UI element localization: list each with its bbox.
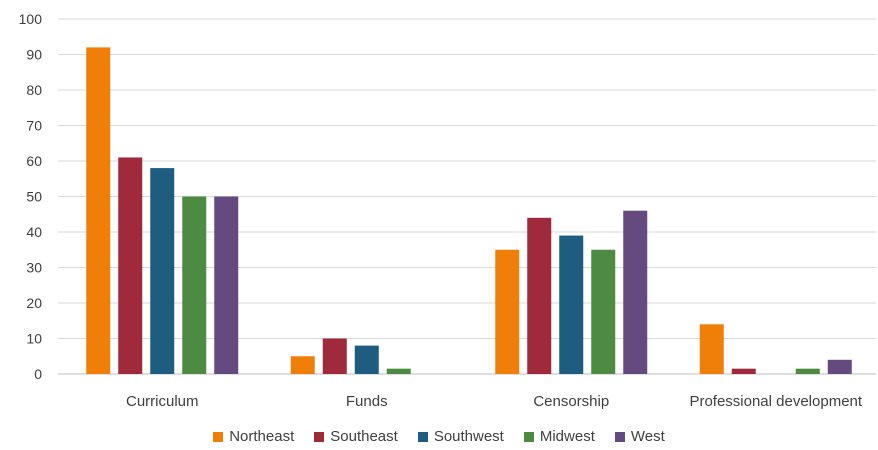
bar-southeast-professional-development	[731, 368, 756, 374]
category-label: Censorship	[533, 393, 609, 410]
legend-label: West	[630, 428, 665, 445]
y-tick-label: 50	[26, 189, 42, 205]
bar-southeast-curriculum	[118, 157, 143, 374]
bar-southwest-funds	[354, 345, 379, 374]
bar-chart: 0 10 20 30 40 50 60 70 80 90 100 Curriculum Funds Ce…	[19, 11, 876, 410]
bar-midwest-censorship	[591, 249, 616, 374]
legend-item: Northeast	[213, 428, 294, 445]
legend-item: West	[614, 428, 665, 445]
y-tick-label: 30	[26, 260, 42, 276]
legend-swatch	[417, 431, 428, 442]
y-tick-label: 90	[26, 47, 42, 63]
category-label: Funds	[346, 393, 388, 410]
bar-southwest-censorship	[559, 235, 584, 374]
y-tick-label: 100	[19, 11, 43, 27]
bar-midwest-professional-development	[795, 368, 820, 374]
bar-northeast-funds	[290, 356, 315, 374]
y-tick-label: 70	[26, 118, 42, 134]
legend-item: Midwest	[523, 428, 595, 445]
legend-swatch	[314, 431, 325, 442]
legend-label: Northeast	[229, 428, 295, 445]
y-tick-label: 20	[26, 295, 42, 311]
gridlines	[58, 18, 876, 375]
legend-swatch	[213, 431, 224, 442]
legend-swatch	[523, 431, 534, 442]
x-axis-category-labels: Curriculum Funds Censorship Professional de…	[126, 393, 863, 410]
y-tick-label: 60	[26, 153, 42, 169]
legend-label: Midwest	[539, 428, 595, 445]
bar-midwest-curriculum	[182, 196, 207, 374]
bar-midwest-funds	[386, 368, 411, 374]
bar-west-professional-development	[827, 359, 852, 374]
bar-southeast-censorship	[527, 217, 552, 374]
bar-northeast-curriculum	[86, 47, 111, 375]
bars	[86, 47, 852, 375]
bar-southwest-curriculum	[150, 168, 175, 374]
category-label: Curriculum	[126, 393, 199, 410]
y-tick-label: 0	[34, 366, 42, 382]
legend-item: Southwest	[417, 428, 504, 445]
y-tick-label: 80	[26, 82, 42, 98]
y-tick-label: 40	[26, 224, 42, 240]
bar-southeast-funds	[322, 338, 347, 374]
bar-west-censorship	[623, 210, 648, 374]
bar-west-curriculum	[214, 196, 239, 374]
bar-northeast-censorship	[495, 249, 520, 374]
category-label: Professional development	[689, 393, 862, 410]
y-tick-label: 10	[26, 331, 42, 347]
legend-label: Southwest	[433, 428, 504, 445]
legend: Northeast Southeast Southwest Midwest West	[0, 428, 878, 445]
legend-swatch	[614, 431, 625, 442]
legend-item: Southeast	[314, 428, 398, 445]
y-axis-tick-labels: 0 10 20 30 40 50 60 70 80 90 100	[19, 11, 43, 382]
legend-label: Southeast	[330, 428, 398, 445]
bar-northeast-professional-development	[699, 324, 724, 374]
